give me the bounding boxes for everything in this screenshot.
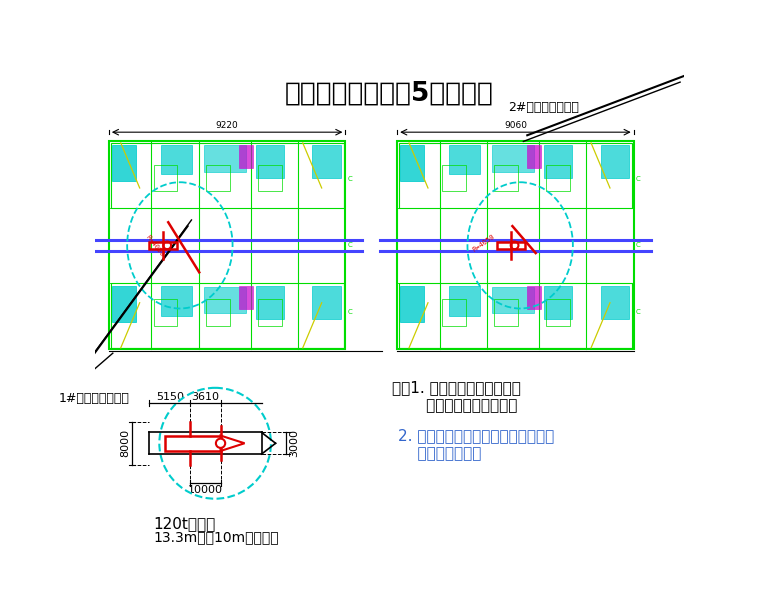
Text: 13.3m杆，10m作业半径: 13.3m杆，10m作业半径 (153, 530, 279, 545)
Text: 5150: 5150 (156, 392, 184, 401)
Bar (546, 165, 570, 191)
Text: 9220: 9220 (216, 121, 239, 130)
Bar (161, 286, 192, 316)
Text: R=4050: R=4050 (145, 234, 166, 258)
Bar (546, 299, 570, 326)
Bar (112, 144, 136, 181)
Bar (401, 286, 424, 323)
Bar (492, 145, 534, 172)
Bar (492, 287, 534, 313)
Bar (442, 165, 466, 191)
Bar (255, 144, 284, 178)
Bar (600, 144, 629, 178)
Bar (442, 299, 466, 326)
Text: 2. 吊车走行路线上，无地下室孔洞，: 2. 吊车走行路线上，无地下室孔洞， (398, 428, 554, 443)
Bar (312, 144, 340, 178)
Bar (449, 286, 480, 316)
Bar (112, 286, 136, 323)
Bar (239, 286, 253, 309)
Text: 10000: 10000 (188, 485, 223, 495)
Bar (154, 165, 178, 191)
Bar (399, 283, 632, 348)
Text: C: C (636, 309, 641, 315)
Bar (401, 144, 424, 181)
Bar (110, 283, 344, 348)
Bar (494, 299, 518, 326)
Bar (544, 286, 572, 319)
Bar (397, 141, 634, 349)
Text: 吊装平面图（锌锅5片供货）: 吊装平面图（锌锅5片供货） (285, 81, 494, 107)
Bar (494, 165, 518, 191)
Text: 1#热镀锌机组锌锅: 1#热镀锌机组锌锅 (59, 392, 129, 406)
Bar (161, 144, 192, 174)
Text: 注：1. 山车行走道路需回填、: 注：1. 山车行走道路需回填、 (392, 380, 521, 395)
Bar (110, 143, 344, 208)
Bar (165, 436, 220, 451)
Bar (449, 144, 480, 174)
Text: 120t汽车吊: 120t汽车吊 (153, 516, 215, 531)
Text: 全为实心基础。: 全为实心基础。 (398, 447, 481, 462)
Bar (150, 242, 177, 249)
Bar (544, 144, 572, 178)
Bar (527, 286, 541, 309)
Bar (154, 299, 178, 326)
Bar (255, 286, 284, 319)
Bar (497, 242, 524, 249)
Text: R=4050: R=4050 (472, 233, 496, 252)
Text: C: C (347, 309, 353, 315)
Text: C: C (636, 176, 641, 182)
Text: 8000: 8000 (120, 429, 130, 457)
Text: 夯实、面层施工完成；: 夯实、面层施工完成； (392, 398, 518, 413)
Text: C: C (636, 242, 641, 248)
Text: 9060: 9060 (504, 121, 527, 130)
Bar (312, 286, 340, 319)
Bar (600, 286, 629, 319)
Bar (204, 145, 246, 172)
Bar (109, 141, 345, 349)
Bar (204, 287, 246, 313)
Text: 2#热镀锌机组锌锅: 2#热镀锌机组锌锅 (508, 102, 579, 114)
Bar (399, 143, 632, 208)
Bar (206, 299, 230, 326)
Bar (206, 165, 230, 191)
Text: 3000: 3000 (289, 429, 299, 457)
Text: 3610: 3610 (192, 392, 220, 401)
Bar (258, 165, 281, 191)
Text: C: C (347, 176, 353, 182)
Circle shape (216, 439, 225, 448)
Bar (527, 144, 541, 168)
Bar (239, 144, 253, 168)
Text: C: C (347, 242, 353, 248)
Bar (258, 299, 281, 326)
